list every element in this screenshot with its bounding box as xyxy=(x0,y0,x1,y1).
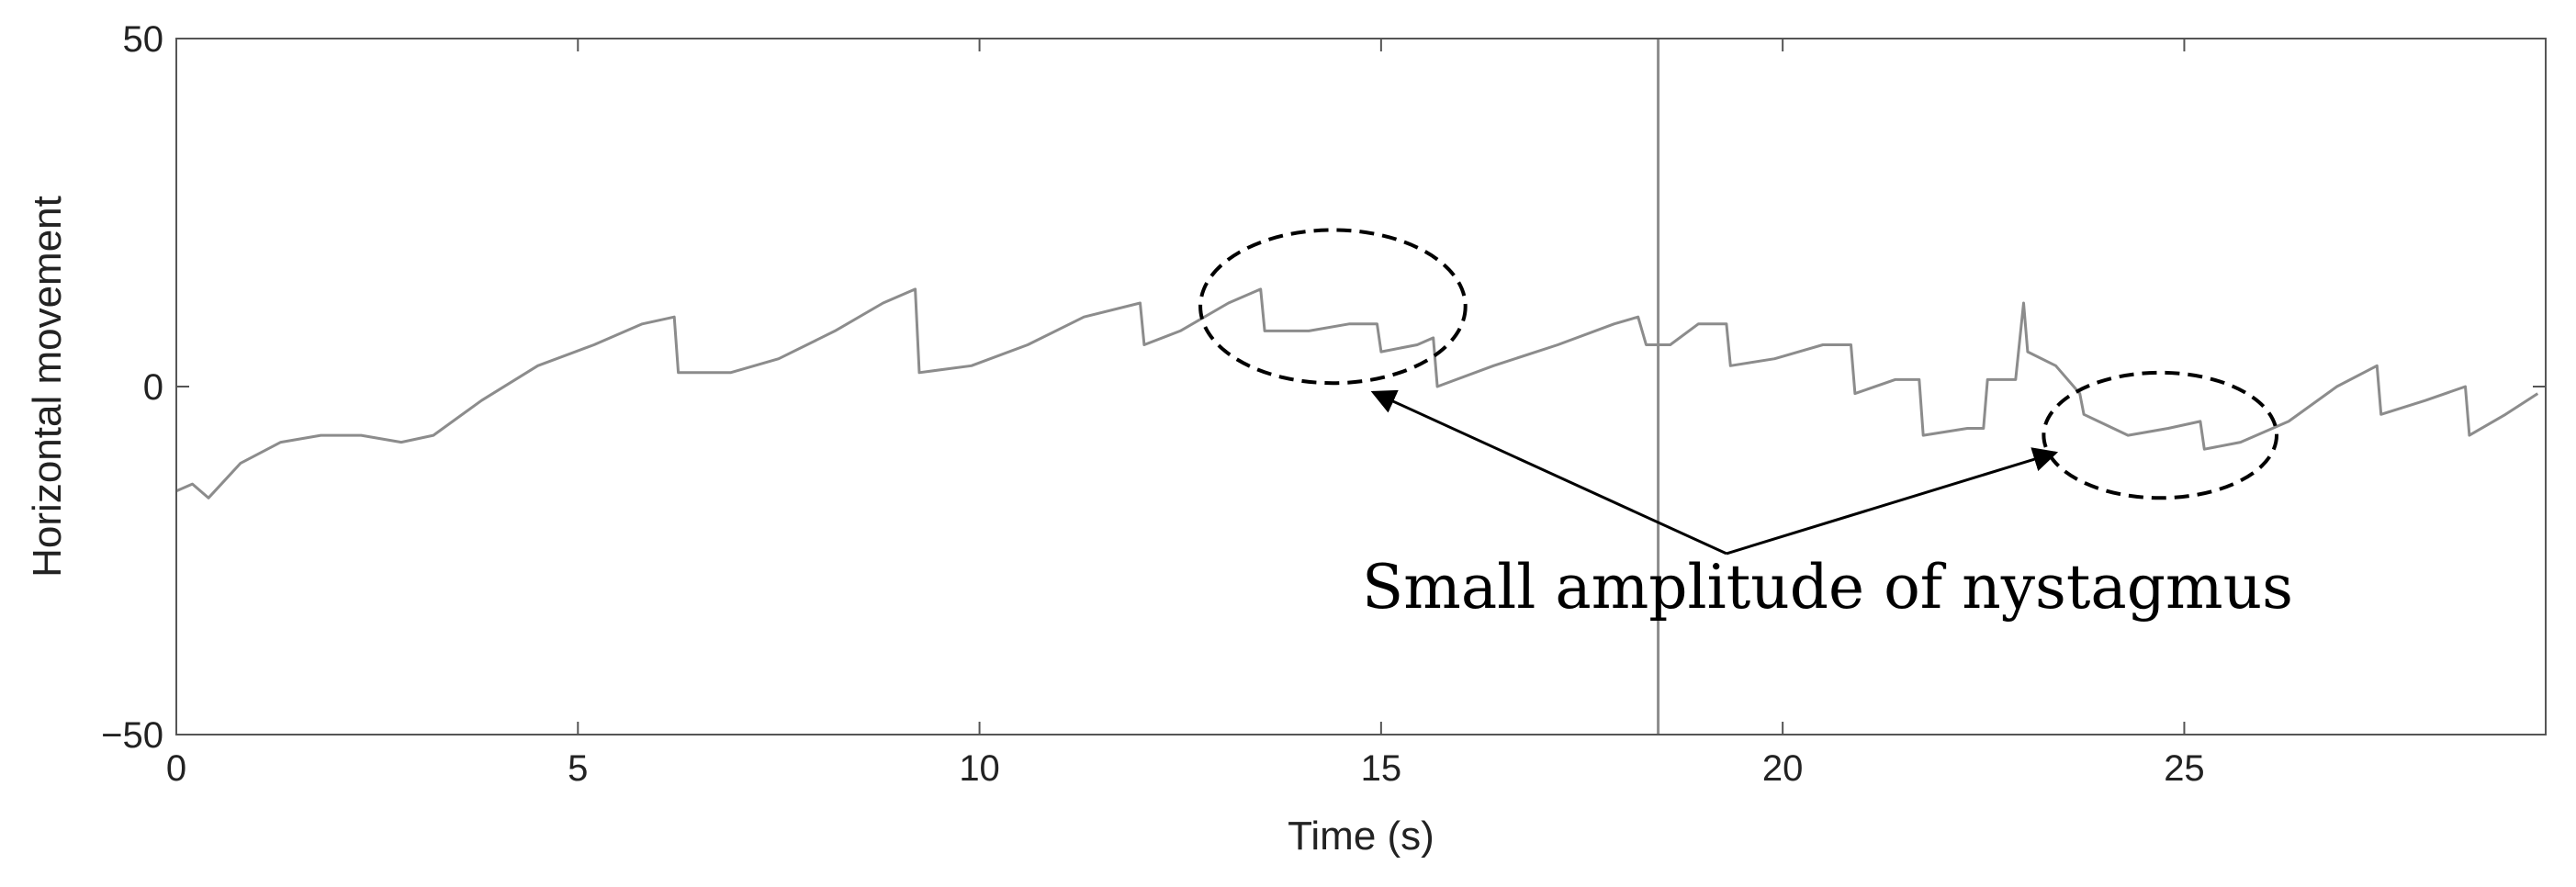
annotation-layer xyxy=(1198,228,2279,556)
x-tick-label: 10 xyxy=(959,748,1000,789)
y-tick-label: −50 xyxy=(101,715,163,756)
x-tick-label: 5 xyxy=(568,748,588,789)
annotation-arrow-0 xyxy=(1370,389,1727,556)
x-tick-label: 15 xyxy=(1361,748,1402,789)
annotation-ellipse-1 xyxy=(2042,370,2279,500)
x-axis-label: Time (s) xyxy=(1288,814,1434,859)
trace-layer xyxy=(175,287,2539,500)
plot-background xyxy=(176,39,2546,735)
annotation-arrow-1 xyxy=(1726,447,2059,556)
y-tick-label: 50 xyxy=(123,19,164,60)
x-tick-label: 25 xyxy=(2164,748,2205,789)
x-tick-label: 20 xyxy=(1762,748,1804,789)
y-tick-label: 0 xyxy=(143,367,163,408)
annotation-ellipse-0 xyxy=(1198,228,1468,386)
annotation-text: Small amplitude of nystagmus xyxy=(1362,552,2293,623)
x-tick-label: 0 xyxy=(166,748,186,789)
series-line-0 xyxy=(175,287,2539,500)
y-axis-label: Horizontal movement xyxy=(25,196,70,578)
